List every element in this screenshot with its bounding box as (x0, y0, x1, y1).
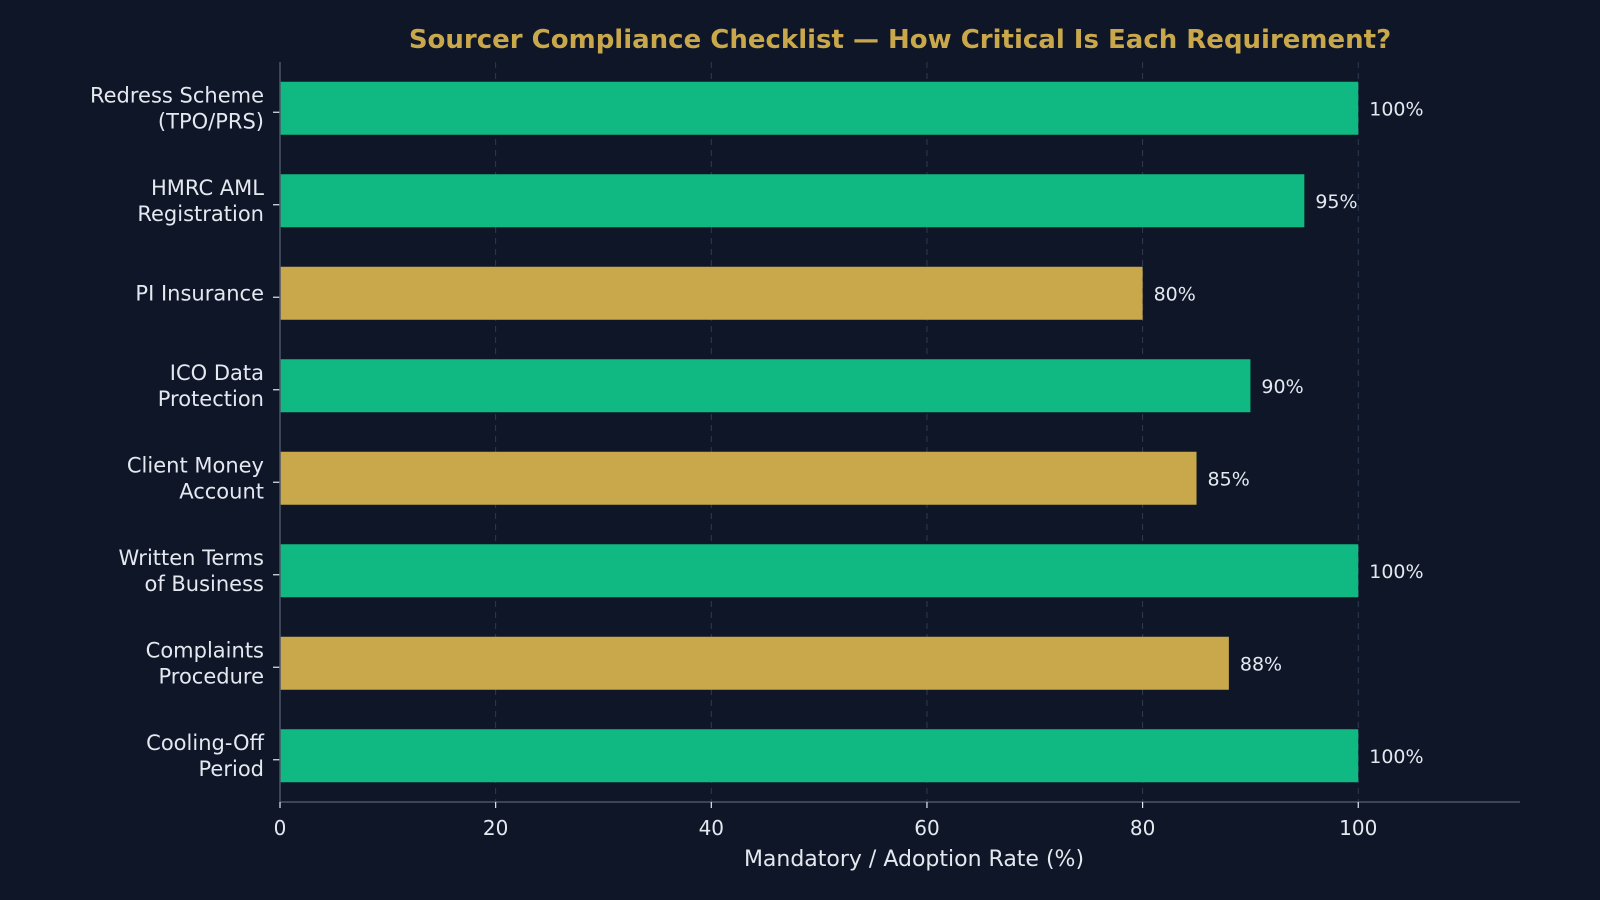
x-tick-label-60: 60 (914, 816, 939, 840)
grid-lines (495, 62, 1359, 802)
category-labels: Redress Scheme (TPO/PRS) HMRC AML Registrat… (90, 83, 265, 781)
bar-4 (280, 451, 1197, 505)
x-tick-label-100: 100 (1339, 816, 1377, 840)
bar-7 (280, 729, 1359, 783)
data-label-1: 95% (1315, 191, 1357, 213)
bar-1 (280, 174, 1305, 228)
bar-3 (280, 359, 1251, 413)
data-labels: 100% 95% 80% 90% 85% 100% 88% 100% (1154, 98, 1424, 768)
x-tick-label-40: 40 (699, 816, 724, 840)
bar-6 (280, 636, 1229, 690)
x-tick-labels: 0 20 40 60 80 100 (274, 816, 1378, 840)
category-label-1: HMRC AML Registration (137, 176, 264, 226)
bar-0 (280, 81, 1359, 135)
data-label-2: 80% (1154, 283, 1196, 305)
category-label-5: Written Terms of Business (118, 546, 264, 596)
category-label-2: PI Insurance (135, 281, 264, 305)
x-tick-label-0: 0 (274, 816, 287, 840)
category-label-7: Cooling-Off Period (146, 731, 264, 781)
data-label-7: 100% (1369, 746, 1423, 768)
axes (273, 62, 1520, 808)
data-label-4: 85% (1208, 468, 1250, 490)
bar-5 (280, 544, 1359, 598)
x-tick-label-20: 20 (483, 816, 508, 840)
category-label-0: Redress Scheme (TPO/PRS) (90, 83, 264, 133)
category-label-6: Complaints Procedure (146, 638, 264, 688)
data-label-0: 100% (1369, 98, 1423, 120)
bars (280, 81, 1359, 783)
category-label-4: Client Money Account (127, 453, 264, 503)
x-axis-title: Mandatory / Adoption Rate (%) (744, 847, 1084, 872)
data-label-3: 90% (1261, 376, 1303, 398)
data-label-5: 100% (1369, 561, 1423, 583)
x-tick-label-80: 80 (1130, 816, 1155, 840)
category-label-3: ICO Data Protection (158, 361, 264, 411)
bar-2 (280, 266, 1143, 320)
chart-title: Sourcer Compliance Checklist — How Criti… (409, 25, 1391, 55)
data-label-6: 88% (1240, 653, 1282, 675)
